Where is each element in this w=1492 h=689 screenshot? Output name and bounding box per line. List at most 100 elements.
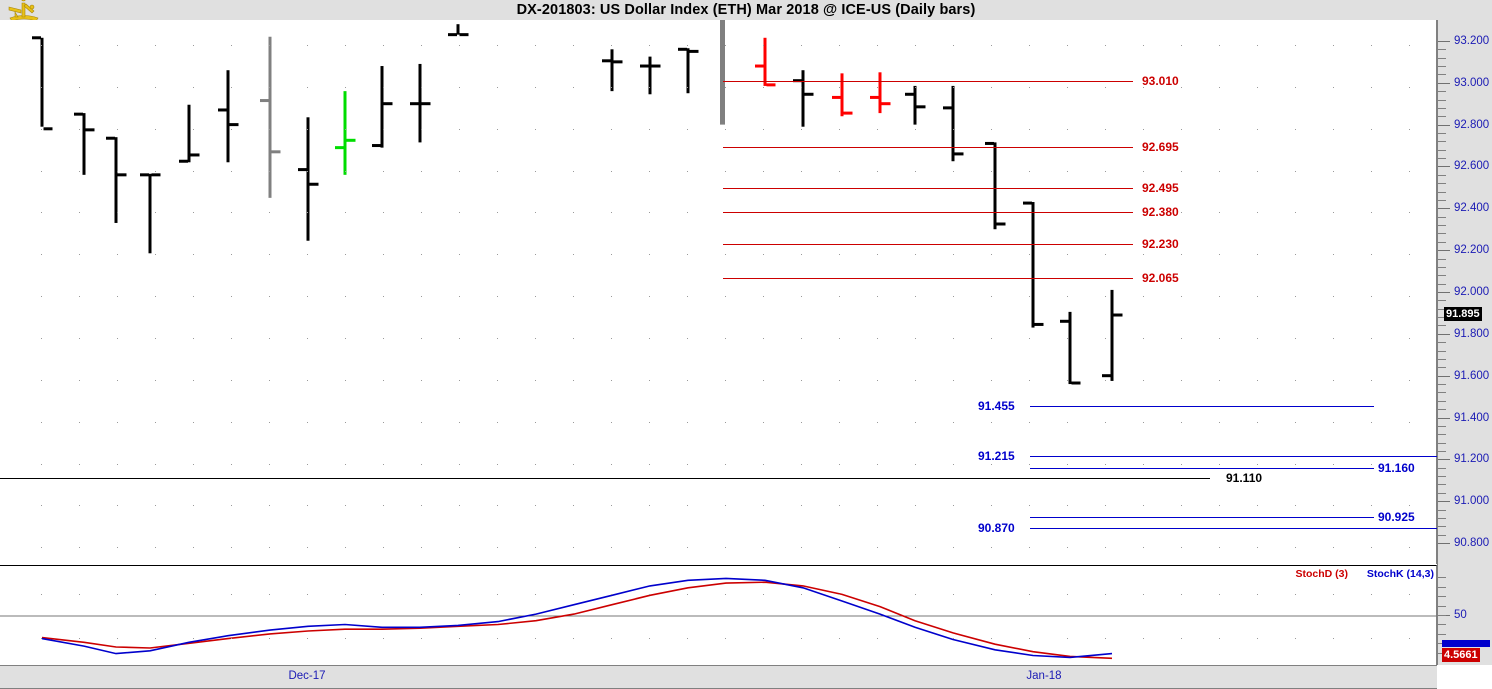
ohlc-close-tick [881,102,891,106]
ohlc-close-tick [383,102,393,106]
ohlc-open-tick [218,108,227,112]
price-minor-tick [1438,225,1446,227]
ohlc-open-tick [678,47,687,51]
ohlc-close-tick [843,111,853,115]
price-tick [1438,543,1450,545]
ohlc-open-tick [106,136,115,140]
price-tick [1438,208,1450,210]
ohlc-bar [913,85,917,125]
stoch-minor-tick [1438,633,1446,635]
price-plot[interactable]: 93.010 92.695 92.495 92.380 92.230 92.065 91.4… [0,20,1437,582]
page-title: DX-201803: US Dollar Index (ETH) Mar 201… [516,2,976,18]
price-minor-tick [1438,392,1446,394]
ohlc-open-tick [298,168,307,172]
price-minor-tick [1438,484,1446,486]
price-minor-tick [1438,258,1446,260]
ohlc-close-tick [309,182,319,186]
price-minor-tick [1438,57,1446,59]
ohlc-bar [763,37,767,86]
price-minor-tick [1438,174,1446,176]
ohlc-open-tick [372,144,381,148]
ohlc-open-tick [755,64,764,68]
ohlc-bar [380,66,384,148]
stoch-minor-tick [1438,586,1446,588]
price-minor-tick [1438,342,1446,344]
ohlc-open-tick [74,112,83,116]
date-axis-label: Dec-17 [288,670,326,682]
resistance-line [723,278,1133,280]
price-tick [1438,124,1450,126]
price-tick [1438,375,1450,377]
price-minor-tick [1438,66,1446,68]
price-minor-tick [1438,116,1446,118]
support-label: 90.925 [1378,509,1415,524]
resistance-label: 92.695 [1142,139,1179,154]
price-tick [1438,501,1450,503]
price-axis-label: 91.800 [1454,327,1490,340]
ohlc-close-tick [229,123,239,127]
ohlc-close-tick [954,152,964,156]
price-minor-tick [1438,509,1446,511]
ohlc-bar [648,56,652,95]
ohlc-bar [114,137,118,223]
ohlc-open-tick [1102,374,1111,378]
price-axis-label: 91.000 [1454,495,1490,508]
price-minor-tick [1438,400,1446,402]
price-axis-label: 93.200 [1454,34,1490,47]
price-minor-tick [1438,74,1446,76]
price-axis-label: 92.400 [1454,202,1490,215]
stoch-minor-tick [1438,577,1446,579]
ohlc-open-tick [905,92,914,96]
ohlc-bar [306,117,310,241]
ohlc-bar [878,72,882,114]
price-tick [1438,82,1450,84]
price-minor-tick [1438,283,1446,285]
price-minor-tick [1438,233,1446,235]
price-minor-tick [1438,191,1446,193]
header-bar [0,0,1492,20]
stoch-minor-tick [1438,624,1446,626]
stoch-axis-label: 50 [1454,609,1467,621]
ohlc-close-tick [459,33,469,37]
support-line [1030,456,1437,458]
ohlc-close-tick [996,222,1006,226]
stoch-minor-tick [1438,596,1446,598]
price-minor-tick [1438,534,1446,536]
ohlc-bar [801,70,805,127]
ohlc-bar [226,70,230,163]
resistance-label: 92.065 [1142,271,1179,286]
stoch-k-legend: StochK (14,3) [1366,568,1434,580]
pivot-line [0,478,1210,480]
price-minor-tick [1438,350,1446,352]
price-minor-tick [1438,425,1446,427]
price-minor-tick [1438,358,1446,360]
price-axis-label: 91.400 [1454,411,1490,424]
price-axis-label: 92.000 [1454,286,1490,298]
stochastic-plot[interactable]: StochD (3) StochK (14,3) [0,565,1437,665]
resistance-label: 93.010 [1142,73,1179,88]
price-minor-tick [1438,384,1446,386]
ohlc-bar [343,91,347,175]
stoch-series-line [41,581,1113,660]
ohlc-open-tick [179,159,188,163]
ohlc-open-tick [410,102,419,106]
price-minor-tick [1438,199,1446,201]
resistance-line [723,146,1133,148]
price-minor-tick [1438,132,1446,134]
price-minor-tick [1438,442,1446,444]
price-minor-tick [1438,141,1446,143]
ohlc-close-tick [421,102,431,106]
resistance-label: 92.495 [1142,181,1179,196]
ohlc-close-tick [613,60,623,64]
stoch-d-legend: StochD (3) [1295,568,1349,580]
date-axis: Dec-17 Jan-18 [0,665,1437,689]
price-axis-label: 92.800 [1454,118,1490,131]
ohlc-open-tick [985,141,994,145]
price-minor-tick [1438,434,1446,436]
price-minor-tick [1438,300,1446,302]
price-axis-label: 92.600 [1454,160,1490,173]
ohlc-open-tick [1023,201,1032,205]
price-minor-tick [1438,149,1446,151]
price-minor-tick [1438,216,1446,218]
